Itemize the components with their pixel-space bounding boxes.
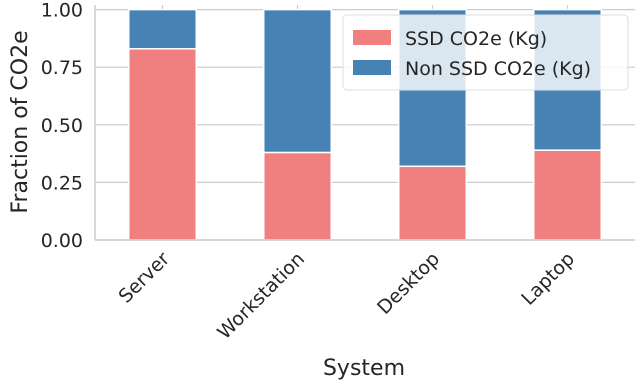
y-tick-labels: 0.00 0.25 0.50 0.75 1.00: [41, 0, 83, 252]
bar-segment-non-ssd-workstation: [263, 8, 332, 154]
x-tick-label: Desktop: [373, 248, 444, 319]
x-tick-label: Laptop: [517, 248, 579, 310]
legend-swatch-non-ssd: [353, 60, 391, 75]
bar-segment-ssd-desktop: [398, 165, 467, 241]
x-tick-label: Workstation: [213, 248, 309, 344]
y-tick-label: 0.75: [41, 57, 83, 79]
x-tick-label: Server: [114, 248, 174, 308]
axes: [94, 5, 635, 241]
legend-swatch-ssd: [353, 30, 391, 45]
y-tick-label: 0.50: [41, 115, 83, 137]
legend: SSD CO2e (Kg) Non SSD CO2e (Kg): [342, 14, 629, 91]
bar-segment-ssd-laptop: [533, 149, 602, 241]
bar-segment-ssd-server: [128, 48, 197, 241]
y-tick-label: 0.00: [41, 230, 83, 252]
y-tick-label: 1.00: [41, 0, 83, 22]
legend-label: Non SSD CO2e (Kg): [405, 58, 591, 80]
x-tick-labels: Server Workstation Desktop Laptop: [114, 248, 579, 344]
legend-label: SSD CO2e (Kg): [405, 28, 547, 50]
bar-segment-non-ssd-server: [128, 8, 197, 50]
y-tick-label: 0.25: [41, 172, 83, 194]
legend-box: [342, 14, 629, 91]
y-axis-label: Fraction of CO2e: [8, 30, 33, 213]
x-axis-label: System: [323, 356, 405, 381]
bar-segment-ssd-workstation: [263, 151, 332, 241]
